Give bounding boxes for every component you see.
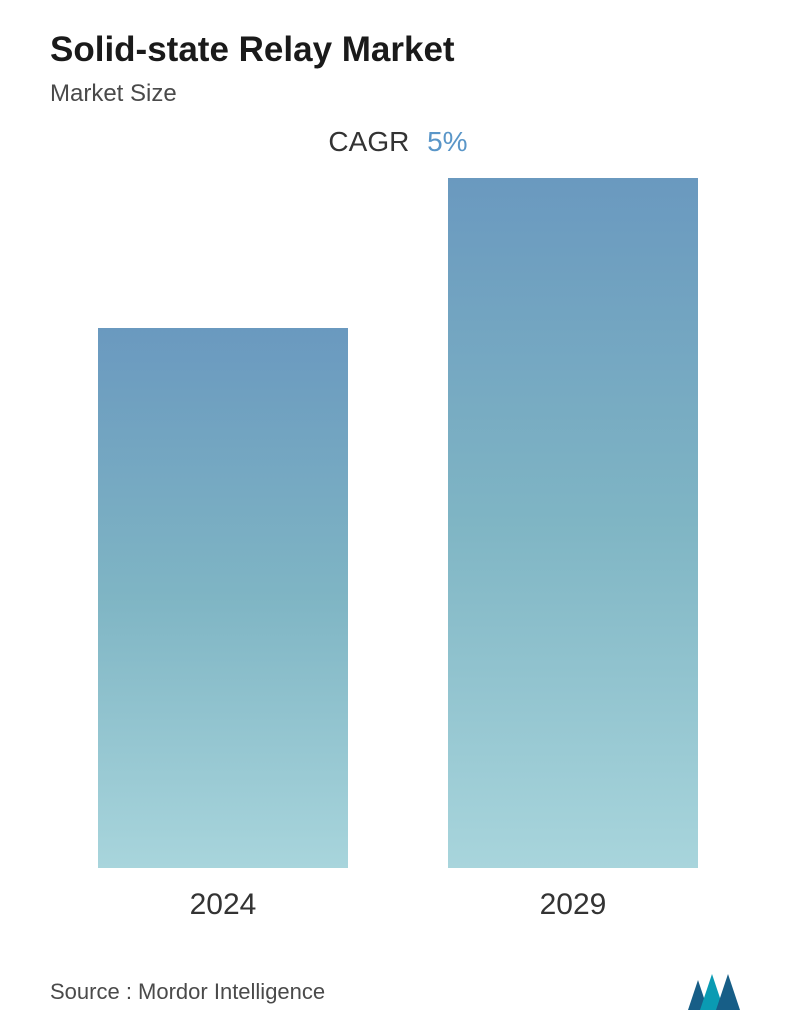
bar-2024 bbox=[98, 328, 348, 868]
bar-group-2024: 2024 bbox=[98, 328, 348, 922]
cagr-indicator: CAGR 5% bbox=[50, 126, 746, 158]
cagr-label: CAGR bbox=[328, 126, 409, 157]
footer: Source : Mordor Intelligence bbox=[50, 972, 746, 1022]
mordor-logo-icon bbox=[686, 972, 746, 1012]
chart-title: Solid-state Relay Market bbox=[50, 30, 746, 70]
cagr-value: 5% bbox=[427, 126, 467, 157]
bar-2029 bbox=[448, 178, 698, 868]
chart-subtitle: Market Size bbox=[50, 80, 746, 108]
bar-chart-area: 2024 2029 bbox=[50, 178, 746, 942]
source-attribution: Source : Mordor Intelligence bbox=[50, 979, 325, 1005]
bar-label-2029: 2029 bbox=[540, 888, 607, 922]
bar-label-2024: 2024 bbox=[190, 888, 257, 922]
bar-group-2029: 2029 bbox=[448, 178, 698, 922]
